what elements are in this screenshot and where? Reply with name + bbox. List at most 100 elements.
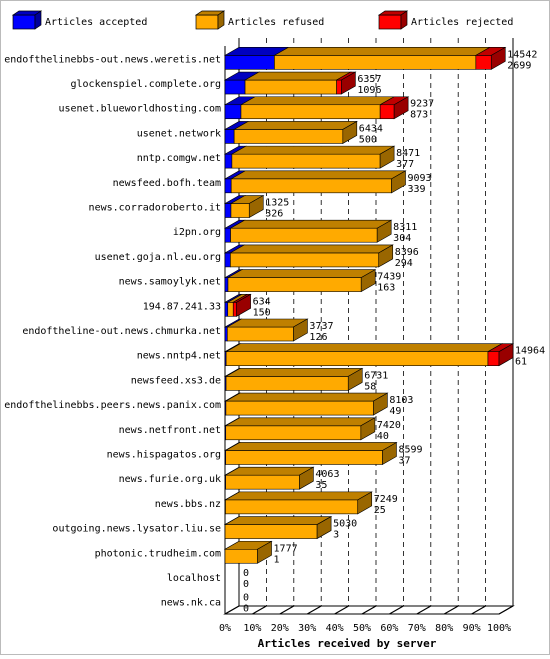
total-value: 9093 — [407, 173, 431, 184]
total-value: 8396 — [395, 247, 419, 258]
total-value: 634 — [253, 296, 271, 307]
accepted-value: 377 — [396, 159, 414, 170]
tick-mark — [472, 606, 486, 614]
bar-accepted-front — [225, 278, 228, 292]
bar-refused-front — [241, 105, 380, 119]
bar-refused-top — [228, 270, 375, 278]
server-label: news.nk.ca — [161, 598, 221, 609]
accepted-value: 304 — [393, 233, 411, 244]
total-value: 7439 — [377, 272, 401, 283]
tick-mark — [389, 606, 403, 614]
total-value: 6357 — [357, 74, 381, 85]
bar-refused-top — [226, 467, 314, 475]
x-tick-label: 70% — [408, 623, 426, 634]
accepted-value: 1096 — [357, 85, 381, 96]
bar-refused-front — [228, 302, 233, 316]
accepted-value: 150 — [253, 307, 271, 318]
total-value: 7420 — [377, 420, 401, 431]
total-value: 0 — [243, 568, 249, 579]
total-value: 8471 — [396, 148, 420, 159]
bar-refused-top — [226, 418, 375, 426]
tick-mark — [252, 606, 266, 614]
total-value: 7249 — [374, 494, 398, 505]
accepted-value: 339 — [407, 184, 425, 195]
x-tick-label: 60% — [380, 623, 398, 634]
legend-swatch-front — [379, 15, 401, 29]
server-label: news.netfront.net — [119, 425, 221, 436]
x-tick-label: 10% — [243, 623, 261, 634]
accepted-value: 40 — [377, 431, 389, 442]
server-label: outgoing.news.lysator.liu.se — [52, 524, 221, 535]
bar-refused-front — [231, 179, 391, 193]
total-value: 14964 — [515, 346, 545, 357]
bar-refused-top — [226, 442, 397, 450]
bar-refused-top — [231, 220, 392, 228]
bar-refused-front — [226, 352, 488, 366]
accepted-value: 873 — [410, 110, 428, 121]
bar-refused-front — [231, 228, 378, 242]
server-label: news.corradoroberto.it — [89, 203, 221, 214]
bar-refused-top — [230, 245, 392, 253]
accepted-value: 0 — [243, 604, 249, 615]
tick-mark — [280, 606, 294, 614]
tick-mark — [307, 606, 321, 614]
bar-rejected-front — [233, 302, 236, 316]
tick-mark — [499, 606, 513, 614]
bar-refused-top — [225, 517, 331, 525]
total-value: 8599 — [398, 444, 422, 455]
bar-refused-top — [274, 47, 489, 55]
accepted-value: 1 — [274, 554, 280, 565]
bar-refused-front — [245, 80, 337, 94]
x-tick-label: 40% — [326, 623, 344, 634]
bar-refused-top — [234, 121, 357, 129]
server-label: news.hispagatos.org — [107, 449, 221, 460]
total-value: 6434 — [359, 123, 383, 134]
bar-refused-front — [226, 426, 361, 440]
bar-refused-top — [226, 344, 502, 352]
total-value: 6731 — [364, 370, 388, 381]
bar-accepted-front — [225, 204, 231, 218]
server-label: 194.87.241.33 — [143, 301, 221, 312]
bar-accepted-front — [225, 80, 245, 94]
total-value: 1325 — [265, 198, 289, 209]
server-label: endofthelinebbs.peers.news.panix.com — [4, 400, 221, 411]
accepted-value: 37 — [398, 455, 410, 466]
server-label: news.samoylyk.net — [119, 277, 221, 288]
accepted-value: 326 — [265, 209, 283, 220]
server-label: newsfeed.bofh.team — [113, 178, 221, 189]
bar-accepted-front — [225, 179, 231, 193]
total-value: 1777 — [274, 543, 298, 554]
server-label: usenet.goja.nl.eu.org — [95, 252, 221, 263]
tick-mark — [444, 606, 458, 614]
tick-mark — [335, 606, 349, 614]
total-value: 5030 — [333, 519, 357, 530]
bar-refused-top — [225, 492, 371, 500]
accepted-value: 0 — [243, 579, 249, 590]
accepted-value: 49 — [389, 406, 401, 417]
accepted-value: 3 — [333, 530, 339, 541]
bar-refused-top — [241, 97, 394, 105]
server-label: usenet.blueworldhosting.com — [58, 104, 221, 115]
legend-label: Articles refused — [228, 17, 324, 28]
bar-refused-top — [245, 72, 351, 80]
bar-rejected-front — [337, 80, 342, 94]
server-label: endofthelinebbs-out.news.weretis.net — [4, 54, 221, 65]
bar-refused-front — [232, 154, 380, 168]
x-axis-label: Articles received by server — [258, 637, 437, 650]
server-label: localhost — [167, 573, 221, 584]
bar-refused-front — [230, 253, 378, 267]
server-label: news.nntp4.net — [137, 351, 221, 362]
total-value: 3737 — [309, 321, 333, 332]
bar-refused-front — [228, 278, 361, 292]
server-label: photonic.trudheim.com — [95, 548, 221, 559]
accepted-value: 500 — [359, 134, 377, 145]
bar-refused-front — [225, 549, 258, 563]
bar-refused-front — [227, 327, 293, 341]
bar-refused-top — [232, 146, 394, 154]
bar-refused-front — [274, 55, 475, 69]
server-label: newsfeed.xs3.de — [131, 375, 221, 386]
bar-refused-front — [231, 204, 249, 218]
bar-refused-front — [226, 376, 348, 390]
bar-refused-front — [225, 525, 317, 539]
